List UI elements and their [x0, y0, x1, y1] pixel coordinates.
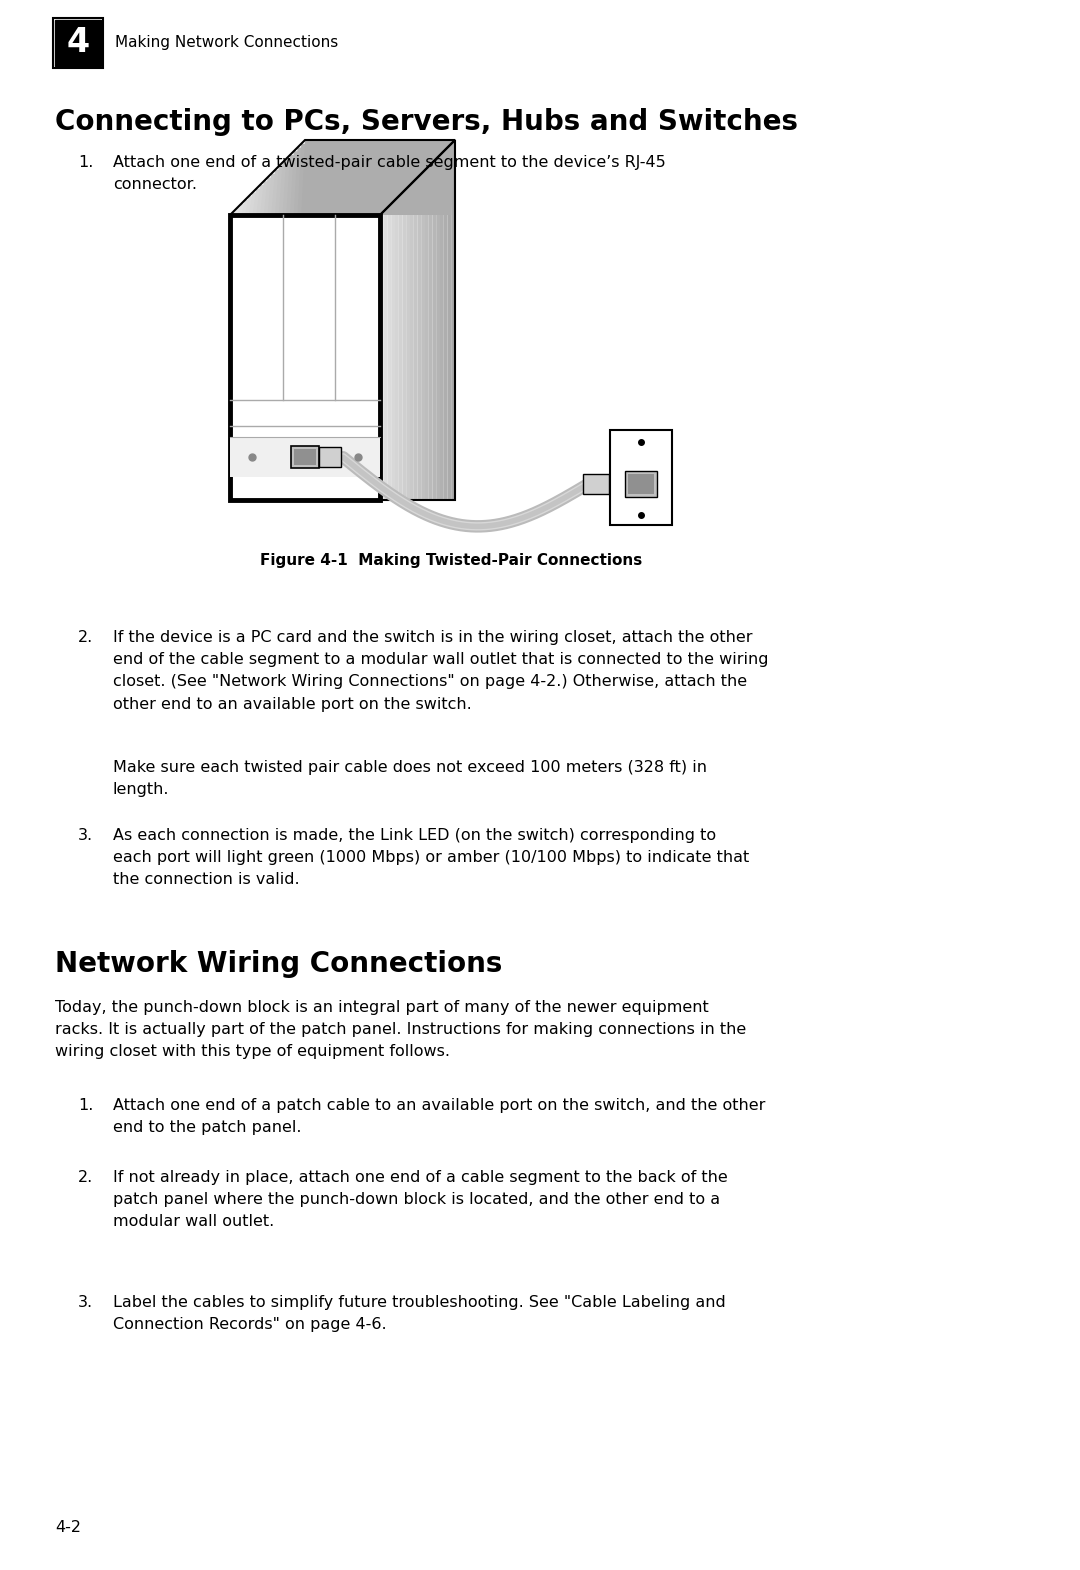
Text: Connecting to PCs, Servers, Hubs and Switches: Connecting to PCs, Servers, Hubs and Swi…: [55, 108, 798, 137]
Polygon shape: [248, 193, 403, 215]
Polygon shape: [301, 140, 455, 215]
Polygon shape: [283, 159, 436, 215]
Text: Attach one end of a twisted-pair cable segment to the device’s RJ-45
connector.: Attach one end of a twisted-pair cable s…: [113, 155, 665, 192]
Polygon shape: [253, 188, 406, 215]
Text: Label the cables to simplify future troubleshooting. See "Cable Labeling and
Con: Label the cables to simplify future trou…: [113, 1295, 726, 1333]
Polygon shape: [391, 199, 395, 499]
Bar: [230, 215, 380, 499]
Text: If not already in place, attach one end of a cable segment to the back of the
pa: If not already in place, attach one end …: [113, 1170, 728, 1229]
Polygon shape: [421, 170, 426, 499]
Polygon shape: [256, 185, 410, 215]
Bar: [627, 474, 654, 495]
Bar: [625, 471, 657, 498]
Polygon shape: [233, 207, 388, 215]
Polygon shape: [380, 212, 383, 499]
Polygon shape: [395, 196, 399, 499]
Bar: [583, 474, 609, 495]
Polygon shape: [271, 170, 426, 215]
Polygon shape: [383, 207, 388, 499]
Polygon shape: [451, 140, 455, 499]
Text: 3.: 3.: [78, 827, 93, 843]
Polygon shape: [264, 177, 418, 215]
Polygon shape: [388, 204, 391, 499]
Polygon shape: [245, 196, 399, 215]
Text: Today, the punch-down block is an integral part of many of the newer equipment
r: Today, the punch-down block is an integr…: [55, 1000, 746, 1060]
Polygon shape: [440, 151, 444, 499]
Polygon shape: [410, 181, 414, 499]
Polygon shape: [406, 185, 410, 499]
Polygon shape: [403, 188, 406, 499]
Polygon shape: [291, 151, 444, 215]
Text: Make sure each twisted pair cable does not exceed 100 meters (328 ft) in
length.: Make sure each twisted pair cable does n…: [113, 760, 707, 798]
Text: Figure 4-1  Making Twisted-Pair Connections: Figure 4-1 Making Twisted-Pair Connectio…: [260, 553, 643, 568]
Polygon shape: [286, 155, 440, 215]
Polygon shape: [447, 144, 451, 499]
Text: If the device is a PC card and the switch is in the wiring closet, attach the ot: If the device is a PC card and the switc…: [113, 630, 769, 711]
Text: 4-2: 4-2: [55, 1520, 81, 1535]
Text: 4: 4: [67, 27, 90, 60]
Text: 1.: 1.: [78, 155, 93, 170]
Polygon shape: [230, 212, 383, 215]
Polygon shape: [414, 177, 418, 499]
Bar: [53, 17, 103, 68]
Text: As each connection is made, the Link LED (on the switch) corresponding to
each p: As each connection is made, the Link LED…: [113, 827, 750, 887]
Polygon shape: [268, 174, 421, 215]
Text: 3.: 3.: [78, 1295, 93, 1309]
Text: 2.: 2.: [78, 1170, 93, 1185]
Bar: [294, 449, 316, 465]
Bar: [55, 20, 102, 66]
Polygon shape: [432, 159, 436, 499]
Bar: [230, 438, 380, 477]
Text: Attach one end of a patch cable to an available port on the switch, and the othe: Attach one end of a patch cable to an av…: [113, 1097, 766, 1135]
Polygon shape: [426, 166, 429, 499]
Polygon shape: [436, 155, 440, 499]
Bar: [610, 430, 672, 524]
Polygon shape: [260, 181, 414, 215]
Text: Making Network Connections: Making Network Connections: [114, 36, 338, 50]
Bar: [319, 447, 341, 468]
Polygon shape: [294, 148, 447, 215]
Polygon shape: [279, 163, 432, 215]
Polygon shape: [444, 148, 447, 499]
Polygon shape: [418, 174, 421, 499]
Text: Network Wiring Connections: Network Wiring Connections: [55, 950, 502, 978]
Text: 2.: 2.: [78, 630, 93, 645]
Polygon shape: [241, 199, 395, 215]
Text: 1.: 1.: [78, 1097, 93, 1113]
Bar: [291, 446, 319, 468]
Polygon shape: [297, 144, 451, 215]
Polygon shape: [429, 163, 432, 499]
Polygon shape: [238, 204, 391, 215]
Polygon shape: [275, 166, 429, 215]
Polygon shape: [399, 193, 403, 499]
